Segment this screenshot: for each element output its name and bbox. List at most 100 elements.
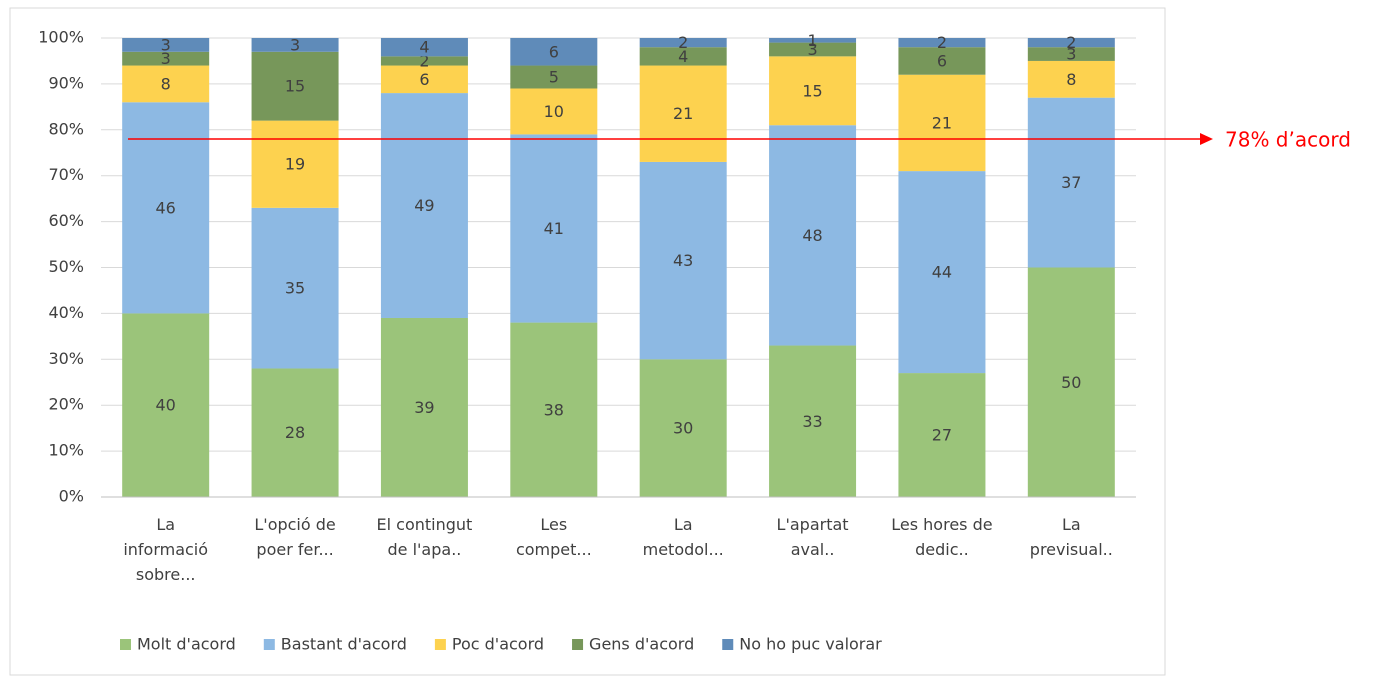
bar-segment bbox=[769, 56, 857, 126]
legend-label: Poc d'acord bbox=[452, 635, 544, 654]
bar-segment bbox=[510, 322, 598, 497]
bar-segment bbox=[380, 38, 468, 57]
value-label: 5 bbox=[549, 68, 559, 87]
bar-segment bbox=[122, 38, 210, 52]
value-label: 44 bbox=[932, 263, 952, 282]
value-label: 4 bbox=[678, 47, 688, 66]
legend-label: No ho puc valorar bbox=[739, 635, 882, 654]
value-label: 43 bbox=[673, 251, 693, 270]
value-label: 40 bbox=[156, 396, 176, 415]
y-tick-label: 50% bbox=[48, 257, 84, 276]
value-label: 10 bbox=[544, 102, 564, 121]
y-tick-label: 20% bbox=[48, 395, 84, 414]
x-tick-label: La previsual.. bbox=[1029, 515, 1113, 559]
value-label: 2 bbox=[1066, 33, 1076, 52]
x-tick-label: Les compet... bbox=[515, 515, 592, 559]
y-tick-label: 100% bbox=[38, 28, 84, 47]
bar-segment bbox=[639, 161, 727, 360]
bar-segment bbox=[510, 134, 598, 323]
value-label: 21 bbox=[673, 104, 693, 123]
x-tick-label: La metodol... bbox=[642, 515, 724, 559]
value-label: 38 bbox=[544, 400, 564, 419]
legend-label: Gens d'acord bbox=[589, 635, 694, 654]
value-label: 8 bbox=[1066, 70, 1076, 89]
value-label: 3 bbox=[161, 49, 171, 68]
legend-swatch bbox=[120, 639, 131, 650]
y-tick-label: 10% bbox=[48, 441, 84, 460]
bar-segment bbox=[639, 38, 727, 48]
value-label: 41 bbox=[544, 219, 564, 238]
annotation-label: 78% d’acord bbox=[1225, 127, 1351, 151]
legend-swatch bbox=[722, 639, 734, 650]
value-label: 15 bbox=[285, 77, 305, 96]
value-label: 6 bbox=[549, 42, 559, 61]
y-tick-label: 70% bbox=[48, 165, 84, 184]
y-tick-label: 40% bbox=[48, 303, 84, 322]
bar-segment bbox=[639, 359, 727, 497]
legend-label: Bastant d'acord bbox=[281, 635, 407, 654]
bar-segment bbox=[1027, 267, 1115, 497]
value-label: 27 bbox=[932, 426, 952, 445]
bar-segment bbox=[380, 65, 468, 94]
value-label: 8 bbox=[161, 74, 171, 93]
legend-swatch bbox=[572, 639, 584, 650]
value-label: 28 bbox=[285, 423, 305, 442]
value-label: 46 bbox=[156, 198, 176, 217]
bar-segment bbox=[251, 51, 339, 121]
value-label: 39 bbox=[414, 398, 434, 417]
value-label: 2 bbox=[937, 33, 947, 52]
x-tick-label: La informació sobre... bbox=[123, 515, 209, 584]
x-tick-label: Les hores de dedic.. bbox=[891, 515, 993, 559]
x-tick-label: L'opció de poer fer... bbox=[254, 515, 336, 559]
legend-label: Molt d'acord bbox=[137, 635, 236, 654]
legend-swatch bbox=[263, 639, 275, 650]
bar-segment bbox=[510, 38, 598, 66]
value-label: 3 bbox=[1066, 45, 1076, 64]
bar-segment bbox=[510, 65, 598, 89]
bar-segment bbox=[898, 47, 986, 75]
bar-segment bbox=[1027, 60, 1115, 98]
value-label: 48 bbox=[802, 226, 822, 245]
value-label: 50 bbox=[1061, 373, 1081, 392]
value-label: 30 bbox=[673, 419, 693, 438]
y-tick-label: 0% bbox=[59, 487, 84, 506]
bar-segment bbox=[1027, 97, 1115, 268]
bar-segment bbox=[251, 120, 339, 208]
bar-segment bbox=[898, 38, 986, 48]
value-label: 3 bbox=[807, 40, 817, 59]
bar-segment bbox=[380, 93, 468, 318]
value-label: 35 bbox=[285, 279, 305, 298]
value-label: 15 bbox=[802, 81, 822, 100]
bar-segment bbox=[769, 345, 857, 497]
bar-segment bbox=[1027, 38, 1115, 48]
value-label: 6 bbox=[937, 51, 947, 70]
value-label: 49 bbox=[414, 196, 434, 215]
y-tick-label: 80% bbox=[48, 119, 84, 138]
x-tick-label: L'apartat aval.. bbox=[776, 515, 849, 559]
value-label: 33 bbox=[802, 412, 822, 431]
bar-segment bbox=[898, 373, 986, 497]
bar-segment bbox=[251, 38, 339, 52]
bar-segment bbox=[769, 38, 857, 43]
bar-segment bbox=[639, 65, 727, 162]
y-tick-label: 30% bbox=[48, 349, 84, 368]
x-tick-label: El contingut de l'apa.. bbox=[376, 515, 473, 559]
value-label: 37 bbox=[1061, 173, 1081, 192]
y-tick-label: 60% bbox=[48, 211, 84, 230]
bar-segment bbox=[769, 42, 857, 57]
bar-segment bbox=[380, 56, 468, 66]
bar-segment bbox=[380, 317, 468, 497]
value-label: 3 bbox=[290, 35, 300, 54]
annotation-arrow bbox=[1200, 132, 1213, 145]
value-label: 6 bbox=[419, 70, 429, 89]
bar-segment bbox=[1027, 47, 1115, 61]
bar-segment bbox=[251, 207, 339, 369]
bar-segment bbox=[122, 51, 210, 66]
bar-segment bbox=[122, 65, 210, 103]
bar-segment bbox=[898, 171, 986, 374]
bar-segment bbox=[769, 125, 857, 346]
value-label: 2 bbox=[678, 33, 688, 52]
value-label: 2 bbox=[419, 51, 429, 70]
